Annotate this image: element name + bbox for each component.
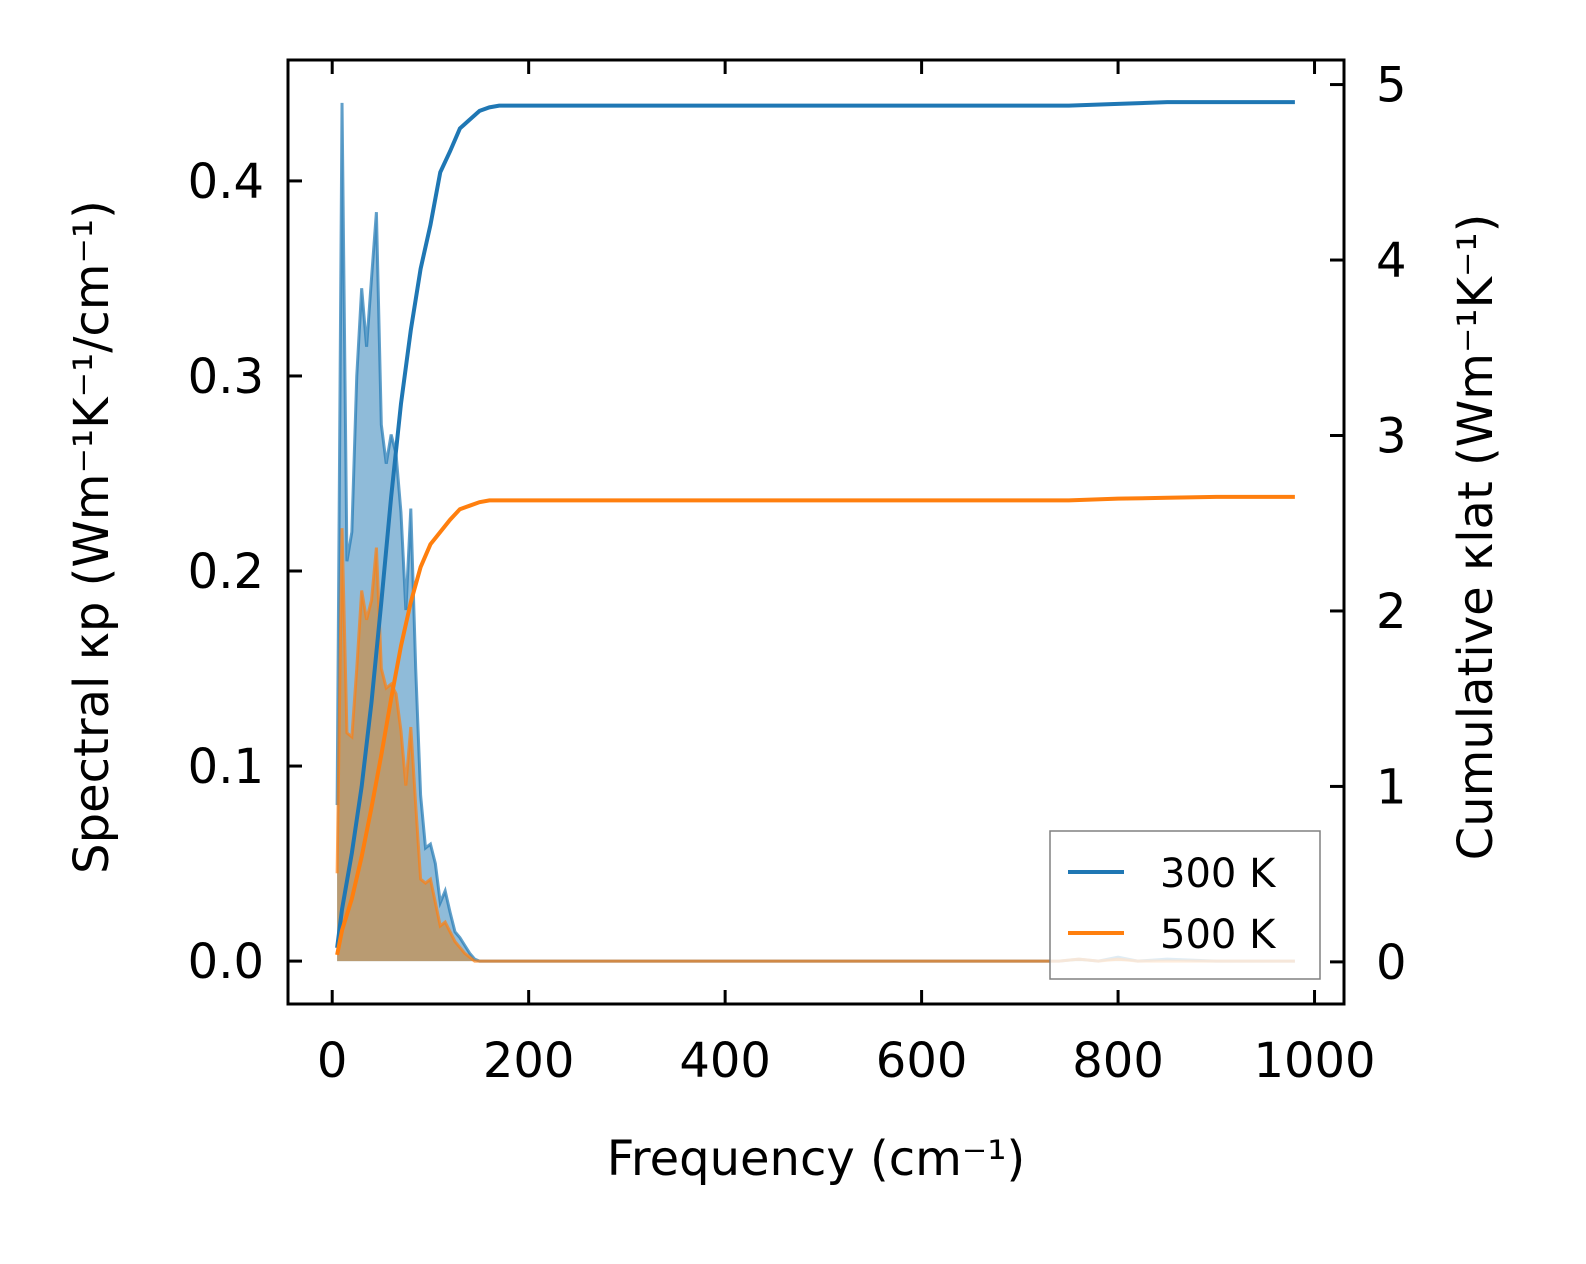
y-axis-left-label: Spectral κp (Wm⁻¹K⁻¹/cm⁻¹): [64, 200, 120, 874]
x-tick-label: 800: [1072, 1033, 1164, 1089]
legend-box: [1049, 830, 1321, 980]
tick-layer: 0 200 400 600 800 1000 0.0 0.1 0.2 0.3 0.4 0 1 2 3 4 5: [188, 58, 1407, 1089]
spectral-fill-layer: [337, 102, 1295, 962]
y-left-tick-label: 0.4: [188, 154, 264, 210]
x-tick-label: 1000: [1253, 1033, 1375, 1089]
x-tick-label: 200: [483, 1033, 575, 1089]
x-axis-label: Frequency (cm⁻¹): [607, 1131, 1025, 1187]
spectral-fill-300k: [337, 102, 1295, 962]
spectral-fill-500k: [337, 528, 1295, 962]
y-right-tick-label: 1: [1376, 759, 1407, 815]
y-left-tick-label: 0.1: [188, 739, 264, 795]
legend: 300 K 500 K: [1049, 830, 1321, 980]
y-right-tick-label: 0: [1376, 935, 1407, 991]
cumulative-line-300k: [335, 100, 1295, 949]
y-right-tick-label: 5: [1376, 58, 1407, 114]
series-line-layer: [335, 100, 1295, 963]
y-left-tick-label: 0.2: [188, 544, 264, 600]
plot-frame: [286, 58, 1346, 1006]
y-right-tick-label: 3: [1376, 408, 1407, 464]
y-left-tick-label: 0.3: [188, 349, 264, 405]
x-tick-label: 600: [876, 1033, 968, 1089]
axis-label-layer: Frequency (cm⁻¹) Spectral κp (Wm⁻¹K⁻¹/cm…: [64, 200, 1504, 1187]
y-axis-right-label: Cumulative κlat (Wm⁻¹K⁻¹): [1448, 214, 1504, 861]
y-right-tick-label: 2: [1376, 584, 1407, 640]
x-tick-label: 0: [317, 1033, 348, 1089]
y-left-tick-label: 0.0: [188, 934, 264, 990]
y-right-tick-label: 4: [1376, 233, 1407, 289]
cumulative-line-500k: [335, 494, 1295, 956]
x-tick-label: 400: [679, 1033, 771, 1089]
legend-label-500k: 500 K: [1160, 912, 1277, 958]
legend-label-300k: 300 K: [1160, 851, 1277, 897]
